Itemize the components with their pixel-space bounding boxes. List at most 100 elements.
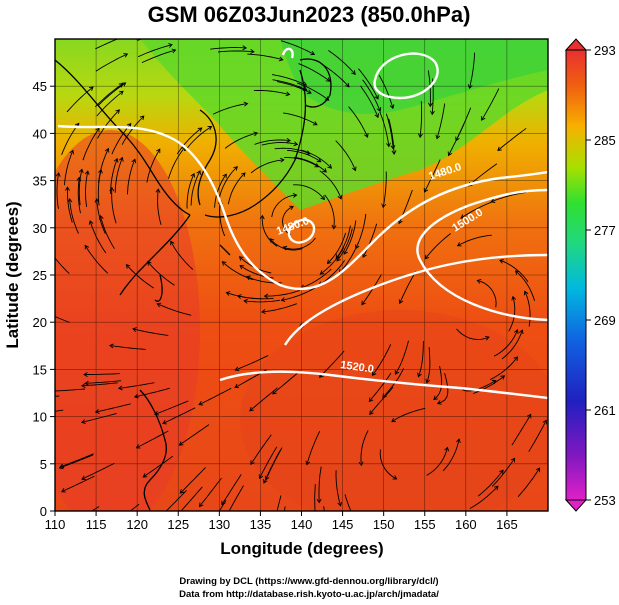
streamline-arrowhead bbox=[293, 141, 299, 147]
streamline-arrowhead bbox=[95, 127, 100, 133]
streamline-arrowhead bbox=[69, 149, 74, 155]
streamline-arrowhead bbox=[499, 469, 504, 475]
streamline-arrowhead bbox=[135, 444, 141, 449]
streamline bbox=[335, 225, 351, 259]
streamline-arrowhead bbox=[98, 168, 103, 174]
colorbar-tick-label: 261 bbox=[594, 403, 616, 418]
streamline bbox=[417, 341, 424, 377]
streamline-arrowhead bbox=[510, 457, 516, 463]
contour-1500-a bbox=[283, 253, 548, 346]
streamline-arrowhead bbox=[376, 107, 382, 112]
streamline-arrowhead bbox=[58, 464, 64, 470]
streamline-arrowhead bbox=[198, 401, 204, 406]
streamline bbox=[99, 215, 115, 249]
streamline bbox=[154, 400, 189, 415]
streamline-arrowhead bbox=[94, 408, 100, 414]
streamline-arrowhead bbox=[123, 53, 129, 58]
streamline bbox=[348, 106, 369, 138]
streamline-arrowhead bbox=[222, 173, 227, 179]
streamline bbox=[300, 149, 332, 169]
x-tick-label: 115 bbox=[86, 517, 107, 532]
streamline-arrowhead bbox=[37, 308, 41, 312]
streamline-arrowhead bbox=[196, 170, 201, 175]
streamline-arrowhead bbox=[382, 393, 387, 399]
streamline bbox=[135, 39, 139, 40]
streamline bbox=[436, 103, 446, 139]
streamline-arrowhead bbox=[351, 70, 356, 75]
streamline bbox=[81, 382, 118, 387]
streamline bbox=[378, 74, 394, 109]
streamline-arrowhead bbox=[362, 253, 367, 258]
streamline-arrowhead bbox=[313, 517, 317, 521]
streamline bbox=[249, 387, 278, 412]
streamline-arrowhead bbox=[88, 86, 94, 91]
streamline bbox=[95, 53, 128, 72]
streamline bbox=[469, 485, 499, 509]
streamline-arrowhead bbox=[272, 527, 276, 531]
streamline bbox=[97, 109, 120, 139]
streamline-arrowhead bbox=[67, 198, 73, 203]
streamline bbox=[362, 79, 381, 112]
streamline-arrowhead bbox=[389, 104, 395, 110]
streamline-arrowhead bbox=[424, 254, 430, 260]
streamline bbox=[132, 328, 169, 336]
streamline bbox=[179, 424, 210, 446]
streamline-arrowhead bbox=[78, 168, 84, 174]
streamline bbox=[157, 189, 162, 225]
streamline-arrowhead bbox=[417, 372, 422, 378]
streamline bbox=[368, 372, 392, 402]
streamline bbox=[391, 407, 426, 423]
streamline-arrowhead bbox=[81, 383, 86, 389]
colorbar-scale bbox=[565, 49, 587, 501]
streamline-arrowhead bbox=[513, 356, 519, 361]
streamline-arrowhead bbox=[392, 475, 398, 480]
streamline-arrowhead bbox=[436, 400, 442, 405]
streamline-arrowhead bbox=[369, 410, 374, 416]
streamline bbox=[237, 295, 274, 300]
streamline bbox=[121, 115, 145, 145]
streamline-arrowhead bbox=[316, 157, 322, 163]
streamline bbox=[477, 469, 504, 497]
streamline bbox=[287, 149, 322, 163]
streamline bbox=[170, 241, 194, 270]
streamline-arrowhead bbox=[368, 397, 374, 403]
streamline bbox=[338, 242, 359, 274]
streamline-arrowhead bbox=[131, 158, 137, 164]
streamline bbox=[360, 85, 379, 118]
contour-small-north bbox=[281, 47, 294, 59]
y-tick-label: 30 bbox=[33, 221, 47, 236]
streamline bbox=[250, 159, 284, 174]
streamline bbox=[55, 388, 85, 392]
streamline bbox=[517, 467, 540, 498]
streamline-arrowhead bbox=[423, 187, 429, 193]
streamline-arrowhead bbox=[55, 172, 61, 177]
streamline-arrowhead bbox=[371, 371, 377, 377]
streamline bbox=[493, 329, 518, 357]
streamline-arrowhead bbox=[264, 475, 270, 481]
streamline-arrowhead bbox=[374, 94, 379, 100]
streamline bbox=[272, 370, 301, 395]
streamline-arrowhead bbox=[253, 131, 259, 137]
contour-1520 bbox=[219, 370, 548, 400]
streamline bbox=[379, 449, 397, 480]
contour-high-north bbox=[373, 52, 439, 100]
streamline bbox=[264, 289, 300, 297]
streamline-arrowhead bbox=[361, 300, 366, 306]
streamline bbox=[497, 127, 527, 151]
streamline bbox=[477, 280, 497, 308]
coastline-japan-honshu bbox=[204, 69, 307, 218]
streamline-arrowhead bbox=[263, 293, 269, 299]
streamline-arrowhead bbox=[427, 102, 433, 108]
streamline bbox=[344, 494, 352, 511]
streamline bbox=[276, 495, 282, 511]
coastline-korea bbox=[197, 109, 217, 206]
streamline bbox=[235, 355, 269, 371]
coastline-ryukyu bbox=[219, 244, 231, 256]
streamline bbox=[321, 63, 350, 88]
streamline bbox=[55, 268, 56, 269]
streamline bbox=[426, 447, 448, 476]
streamline-arrowhead bbox=[84, 244, 90, 250]
streamline-arrowhead bbox=[161, 512, 165, 516]
streamline-arrowhead bbox=[23, 396, 27, 400]
streamline-arrowhead bbox=[133, 393, 139, 399]
